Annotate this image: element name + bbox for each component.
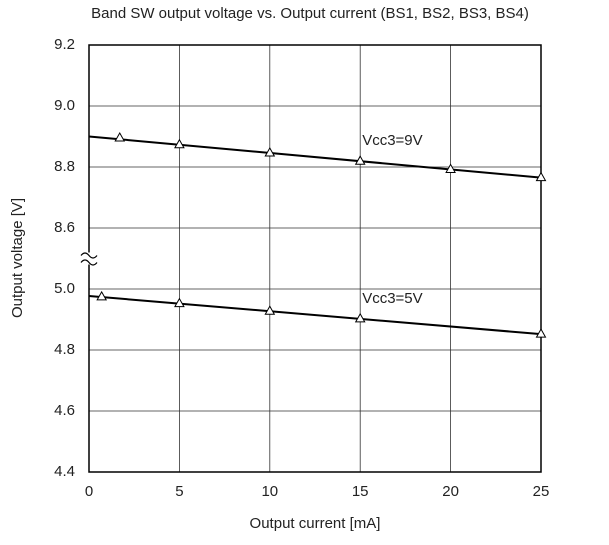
marker bbox=[264, 305, 276, 315]
y-tick-label: 4.8 bbox=[54, 341, 75, 358]
marker bbox=[174, 297, 185, 308]
marker bbox=[354, 155, 366, 165]
series-line bbox=[88, 135, 542, 179]
marker bbox=[445, 163, 456, 173]
marker bbox=[114, 132, 126, 142]
y-axis-label: Output voltage [V] bbox=[9, 198, 26, 318]
x-tick-label: 0 bbox=[85, 483, 93, 500]
y-tick-label: 9.2 bbox=[54, 36, 75, 53]
y-tick-label: 4.4 bbox=[54, 463, 75, 480]
marker bbox=[535, 171, 547, 182]
y-tick-label: 4.6 bbox=[54, 402, 75, 419]
chart-title: Band SW output voltage vs. Output curren… bbox=[91, 5, 529, 22]
y-tick-label: 5.0 bbox=[54, 280, 75, 297]
x-tick-label: 25 bbox=[533, 483, 550, 500]
plot-frame bbox=[88, 44, 542, 473]
x-tick-label: 15 bbox=[352, 483, 369, 500]
series-label: Vcc3=5V bbox=[362, 290, 422, 307]
x-axis-label: Output current [mA] bbox=[250, 515, 381, 532]
marker bbox=[354, 312, 366, 323]
y-tick-label: 9.0 bbox=[54, 97, 75, 114]
marker bbox=[264, 146, 276, 157]
series-line bbox=[88, 295, 542, 336]
series-label: Vcc3=9V bbox=[362, 132, 422, 149]
x-tick-label: 5 bbox=[175, 483, 183, 500]
marker bbox=[535, 328, 547, 338]
y-tick-label: 8.6 bbox=[54, 219, 75, 236]
axis-break bbox=[80, 252, 98, 266]
y-tick-label: 8.8 bbox=[54, 158, 75, 175]
x-tick-label: 20 bbox=[442, 483, 459, 500]
x-tick-label: 10 bbox=[261, 483, 278, 500]
marker bbox=[96, 290, 108, 301]
marker bbox=[174, 138, 185, 149]
axis-break-gap bbox=[83, 252, 95, 265]
